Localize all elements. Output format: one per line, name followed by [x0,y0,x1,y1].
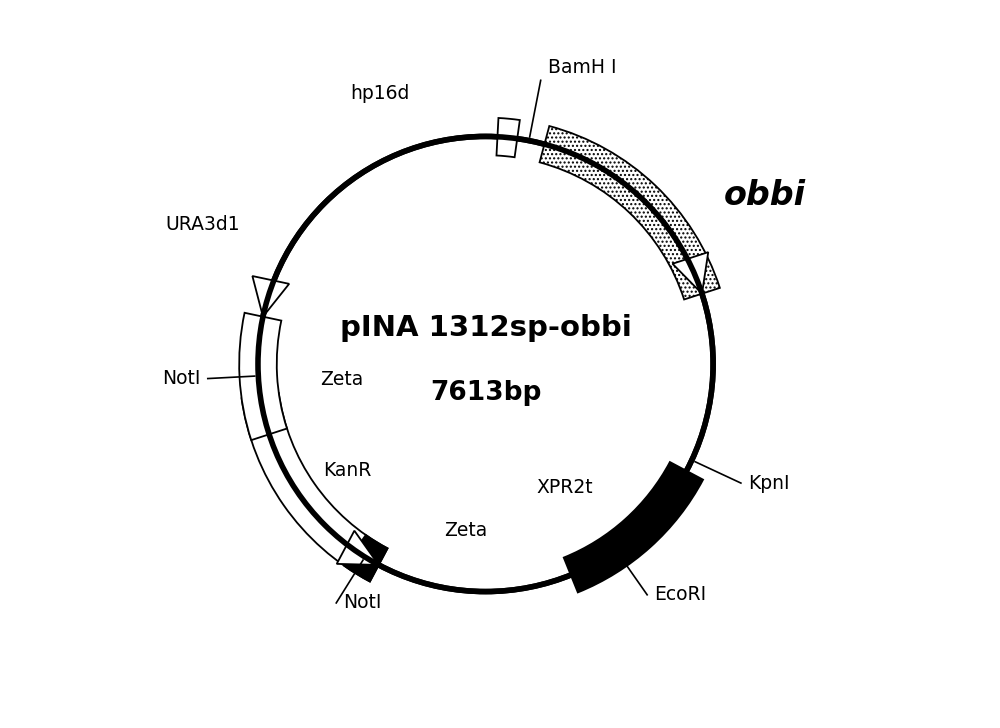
Text: obbi: obbi [724,178,806,212]
Text: hp16d: hp16d [350,84,410,103]
Text: XPR2t: XPR2t [536,478,593,497]
Polygon shape [337,531,379,565]
Text: KpnI: KpnI [748,474,790,493]
Wedge shape [242,393,388,582]
Text: EcoRI: EcoRI [654,585,707,604]
Wedge shape [239,313,287,440]
Wedge shape [564,462,703,593]
Text: NotI: NotI [162,369,201,388]
Text: KanR: KanR [323,461,372,480]
Text: pINA 1312sp-obbi: pINA 1312sp-obbi [340,314,631,342]
Text: Zeta: Zeta [320,371,363,389]
Wedge shape [344,535,388,582]
Wedge shape [540,126,720,299]
Text: 7613bp: 7613bp [430,380,541,406]
Text: BamH I: BamH I [548,58,616,76]
Text: URA3d1: URA3d1 [165,215,240,234]
Wedge shape [496,118,520,157]
Text: NotI: NotI [343,593,382,612]
Polygon shape [673,252,708,293]
Text: Zeta: Zeta [444,521,488,539]
Polygon shape [252,276,289,317]
